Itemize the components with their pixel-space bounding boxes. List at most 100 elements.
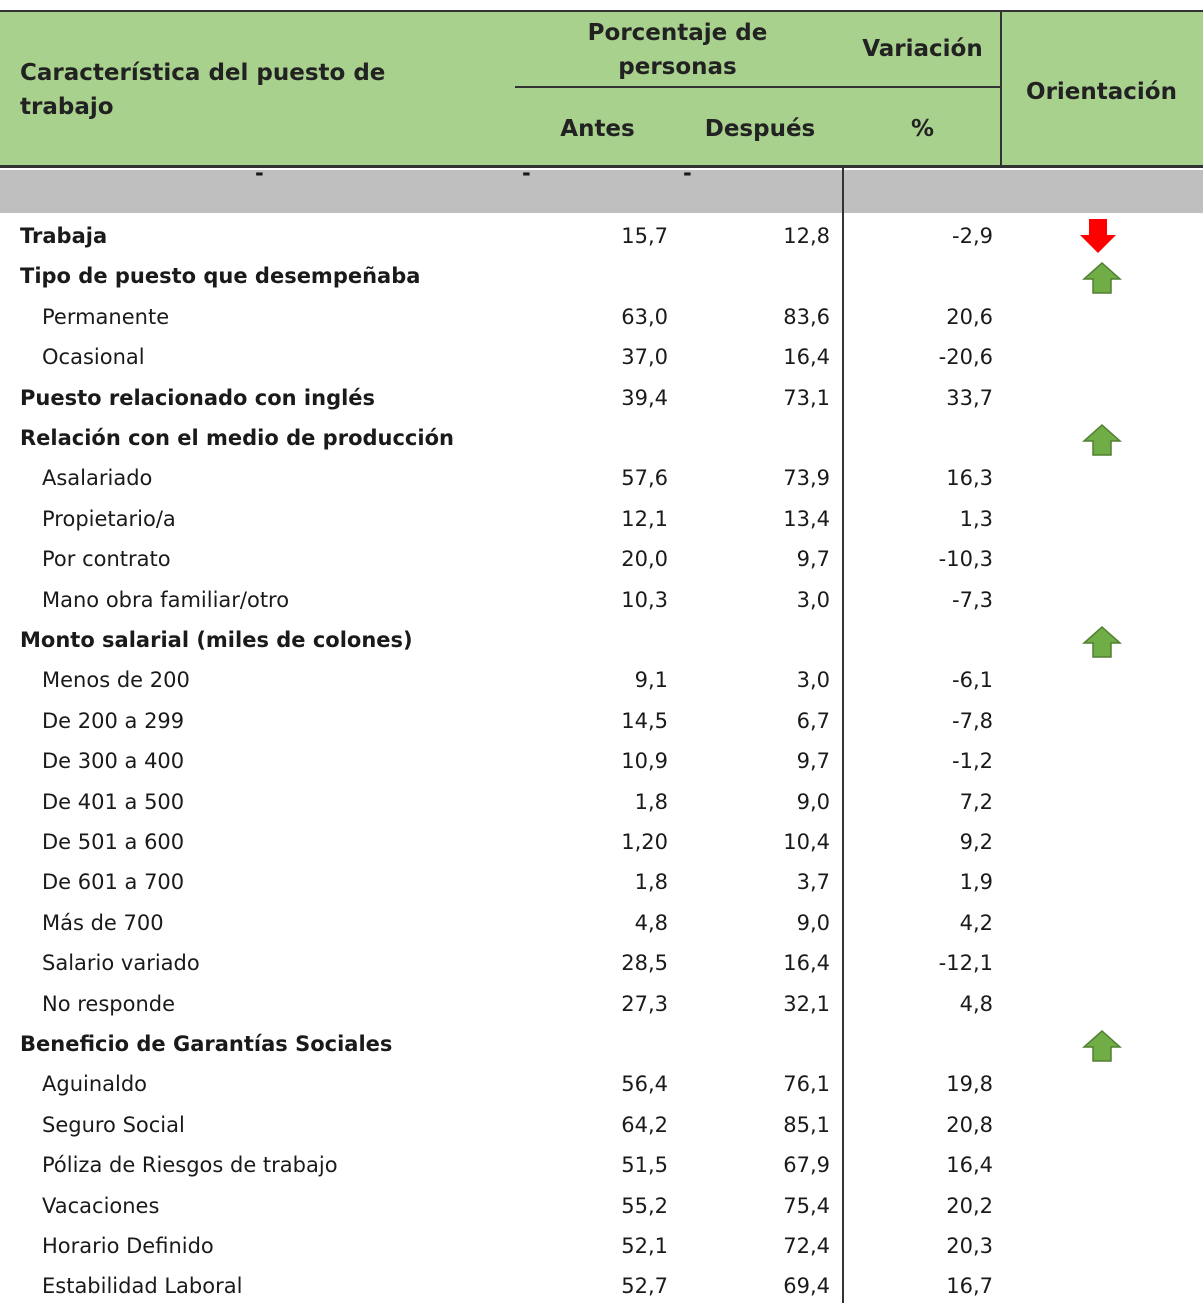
arrow-shape — [1080, 219, 1116, 253]
after-value: 9,0 — [796, 789, 830, 814]
column-divider — [842, 168, 844, 1303]
before-value: 39,4 — [621, 385, 668, 410]
variation-value: -1,2 — [952, 749, 993, 774]
after-value: 85,1 — [783, 1112, 830, 1137]
after-value: 16,4 — [783, 345, 830, 370]
before-value: 14,5 — [621, 708, 668, 733]
before-value: 57,6 — [621, 466, 668, 491]
variation-value: 1,9 — [959, 870, 993, 895]
variation-value: 1,3 — [959, 506, 993, 531]
row-label: Seguro Social — [42, 1112, 185, 1137]
after-value: 76,1 — [783, 1072, 830, 1097]
before-value: 64,2 — [621, 1112, 668, 1137]
variation-value: 7,2 — [959, 789, 993, 814]
after-value: 6,7 — [796, 708, 830, 733]
before-value: 28,5 — [621, 951, 668, 976]
variation-value: 20,2 — [946, 1193, 993, 1218]
row-label: De 401 a 500 — [42, 789, 185, 814]
section-label: Trabaja — [20, 224, 108, 248]
section-label: Puesto relacionado con inglés — [20, 385, 376, 410]
variation-value: 16,7 — [946, 1274, 993, 1299]
after-value: 3,0 — [796, 668, 830, 693]
after-value: 9,0 — [796, 910, 830, 935]
variation-value: 20,3 — [946, 1234, 993, 1258]
before-value: 10,9 — [621, 749, 668, 774]
arrow-shape — [1082, 625, 1122, 658]
arrow-up — [1082, 423, 1122, 456]
gray-band — [0, 170, 1203, 213]
before-value: 1,8 — [634, 870, 668, 895]
row-label: Ocasional — [42, 345, 145, 370]
header-percent: % — [910, 116, 935, 142]
dash: - — [522, 161, 531, 185]
row-label: Salario variado — [42, 951, 200, 976]
arrow-shape — [1082, 1029, 1122, 1062]
after-value: 75,4 — [783, 1193, 830, 1218]
row-label: Vacaciones — [42, 1193, 160, 1218]
before-value: 37,0 — [621, 345, 668, 370]
variation-value: 19,8 — [946, 1072, 993, 1097]
after-value: 3,7 — [796, 870, 830, 895]
row-label: Horario Definido — [42, 1234, 214, 1258]
dash: - — [255, 161, 264, 185]
row-label: De 501 a 600 — [42, 830, 185, 854]
header-orientation: Orientación — [1026, 79, 1177, 105]
variation-value: 4,2 — [959, 910, 993, 935]
row-label: Permanente — [42, 304, 170, 329]
dash: - — [683, 161, 692, 185]
before-value: 1,20 — [621, 830, 668, 854]
before-value: 10,3 — [621, 587, 668, 612]
arrow-up — [1082, 1029, 1122, 1062]
variation-value: -10,3 — [938, 547, 993, 572]
before-value: 27,3 — [621, 991, 668, 1016]
header-percent-group: personas — [618, 54, 737, 80]
after-value: 73,9 — [783, 466, 830, 491]
arrow-up — [1082, 625, 1122, 658]
row-label: Póliza de Riesgos de trabajo — [42, 1153, 338, 1178]
header-characteristic: Característica del puesto de — [20, 60, 386, 86]
row-label: Propietario/a — [42, 506, 176, 531]
arrow-shape — [1082, 423, 1122, 456]
row-label: De 200 a 299 — [42, 708, 185, 733]
header-characteristic: trabajo — [20, 94, 114, 120]
section-label: Tipo de puesto que desempeñaba — [20, 264, 421, 289]
before-value: 4,8 — [634, 910, 668, 935]
row-label: De 601 a 700 — [42, 870, 185, 895]
variation-value: -6,1 — [952, 668, 993, 693]
arrow-shape — [1082, 262, 1122, 295]
after-value: 83,6 — [783, 304, 830, 329]
arrow-up — [1082, 262, 1122, 295]
variation-value: -7,3 — [952, 587, 993, 612]
after-value: 32,1 — [783, 991, 830, 1016]
header-percent-group: Porcentaje de — [587, 20, 768, 46]
variation-value: -7,8 — [952, 708, 993, 733]
before-value: 56,4 — [621, 1072, 668, 1097]
header-divider — [1000, 10, 1002, 168]
variation-value: -12,1 — [938, 951, 993, 976]
section-label: Relación con el medio de producción — [20, 426, 454, 450]
after-value: 10,4 — [783, 830, 830, 854]
section-label: Beneficio de Garantías Sociales — [20, 1032, 393, 1056]
row-label: Estabilidad Laboral — [42, 1274, 243, 1299]
after-value: 72,4 — [783, 1234, 830, 1258]
variation-value: -2,9 — [952, 224, 993, 248]
variation-value: 33,7 — [946, 385, 993, 410]
row-label: Por contrato — [42, 547, 171, 572]
before-value: 20,0 — [621, 547, 668, 572]
after-value: 9,7 — [796, 749, 830, 774]
header-band — [0, 10, 1203, 168]
row-label: Menos de 200 — [42, 668, 190, 693]
row-label: Mano obra familiar/otro — [42, 587, 290, 612]
before-value: 55,2 — [621, 1193, 668, 1218]
header-variation: Variación — [862, 36, 983, 62]
before-value: 15,7 — [621, 224, 668, 248]
header-rule — [515, 86, 1000, 88]
after-value: 67,9 — [783, 1153, 830, 1178]
before-value: 1,8 — [634, 789, 668, 814]
before-value: 51,5 — [621, 1153, 668, 1178]
after-value: 13,4 — [783, 506, 830, 531]
variation-value: 16,3 — [946, 466, 993, 491]
variation-value: 9,2 — [959, 830, 993, 854]
variation-value: 20,8 — [946, 1112, 993, 1137]
